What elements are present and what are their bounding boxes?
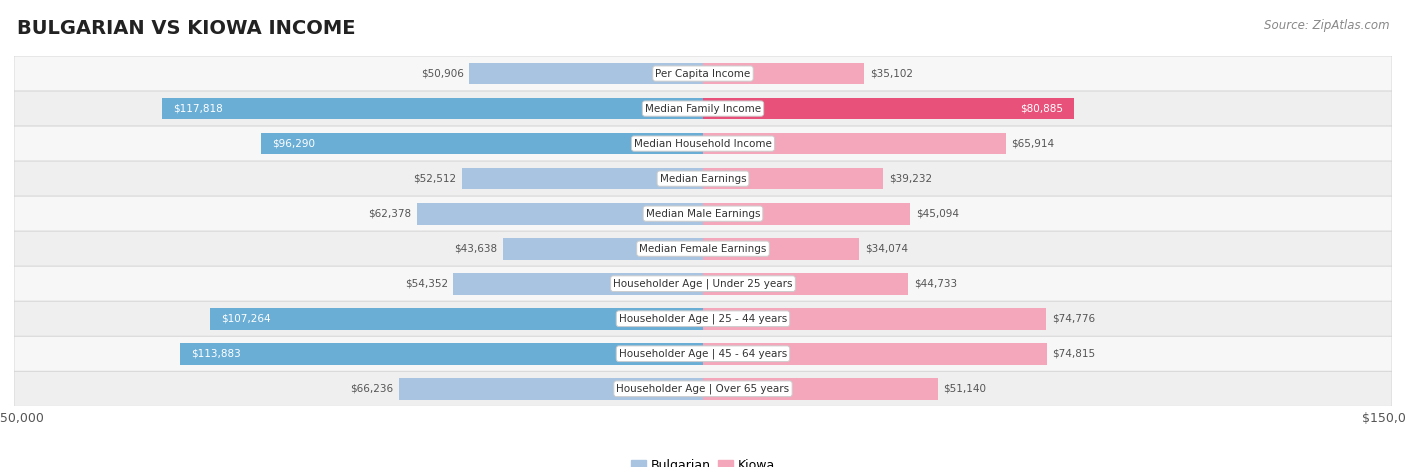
FancyBboxPatch shape (14, 231, 1392, 266)
Bar (703, 238, 859, 260)
Text: Median Household Income: Median Household Income (634, 139, 772, 149)
FancyBboxPatch shape (14, 301, 1392, 336)
Text: $45,094: $45,094 (915, 209, 959, 219)
Text: $74,815: $74,815 (1052, 349, 1095, 359)
Bar (703, 203, 910, 225)
Bar (260, 133, 703, 155)
Bar (180, 343, 703, 365)
Bar (502, 238, 703, 260)
Text: Per Capita Income: Per Capita Income (655, 69, 751, 78)
Bar (703, 63, 865, 85)
Bar (703, 378, 938, 400)
Text: Householder Age | 25 - 44 years: Householder Age | 25 - 44 years (619, 313, 787, 324)
Bar (703, 273, 908, 295)
Bar (399, 378, 703, 400)
Legend: Bulgarian, Kiowa: Bulgarian, Kiowa (626, 454, 780, 467)
FancyBboxPatch shape (14, 371, 1392, 406)
Text: $35,102: $35,102 (870, 69, 912, 78)
Text: $39,232: $39,232 (889, 174, 932, 184)
FancyBboxPatch shape (14, 161, 1392, 196)
Text: $65,914: $65,914 (1011, 139, 1054, 149)
Text: $80,885: $80,885 (1021, 104, 1063, 113)
Text: Householder Age | 45 - 64 years: Householder Age | 45 - 64 years (619, 348, 787, 359)
Text: $74,776: $74,776 (1052, 314, 1095, 324)
Text: $43,638: $43,638 (454, 244, 498, 254)
Text: $54,352: $54,352 (405, 279, 449, 289)
FancyBboxPatch shape (14, 336, 1392, 371)
Text: $51,140: $51,140 (943, 384, 987, 394)
Bar (470, 63, 703, 85)
FancyBboxPatch shape (14, 266, 1392, 301)
Bar (162, 98, 703, 120)
Text: Median Male Earnings: Median Male Earnings (645, 209, 761, 219)
Bar (461, 168, 703, 190)
Bar (703, 168, 883, 190)
FancyBboxPatch shape (14, 196, 1392, 231)
Text: Median Female Earnings: Median Female Earnings (640, 244, 766, 254)
Text: $113,883: $113,883 (191, 349, 240, 359)
Bar (703, 133, 1005, 155)
Text: Median Family Income: Median Family Income (645, 104, 761, 113)
Bar (703, 308, 1046, 330)
Text: $62,378: $62,378 (368, 209, 411, 219)
Text: $107,264: $107,264 (221, 314, 271, 324)
Bar (703, 98, 1074, 120)
Text: Median Earnings: Median Earnings (659, 174, 747, 184)
Text: $50,906: $50,906 (420, 69, 464, 78)
Bar (453, 273, 703, 295)
Bar (703, 343, 1046, 365)
Bar (211, 308, 703, 330)
Text: $34,074: $34,074 (865, 244, 908, 254)
Text: $117,818: $117,818 (173, 104, 222, 113)
Text: $44,733: $44,733 (914, 279, 957, 289)
FancyBboxPatch shape (14, 91, 1392, 126)
Text: Householder Age | Over 65 years: Householder Age | Over 65 years (616, 383, 790, 394)
Bar (416, 203, 703, 225)
FancyBboxPatch shape (14, 126, 1392, 161)
Text: Source: ZipAtlas.com: Source: ZipAtlas.com (1264, 19, 1389, 32)
Text: $52,512: $52,512 (413, 174, 457, 184)
Text: $96,290: $96,290 (271, 139, 315, 149)
Text: $66,236: $66,236 (350, 384, 394, 394)
Text: BULGARIAN VS KIOWA INCOME: BULGARIAN VS KIOWA INCOME (17, 19, 356, 38)
Text: Householder Age | Under 25 years: Householder Age | Under 25 years (613, 278, 793, 289)
FancyBboxPatch shape (14, 56, 1392, 91)
